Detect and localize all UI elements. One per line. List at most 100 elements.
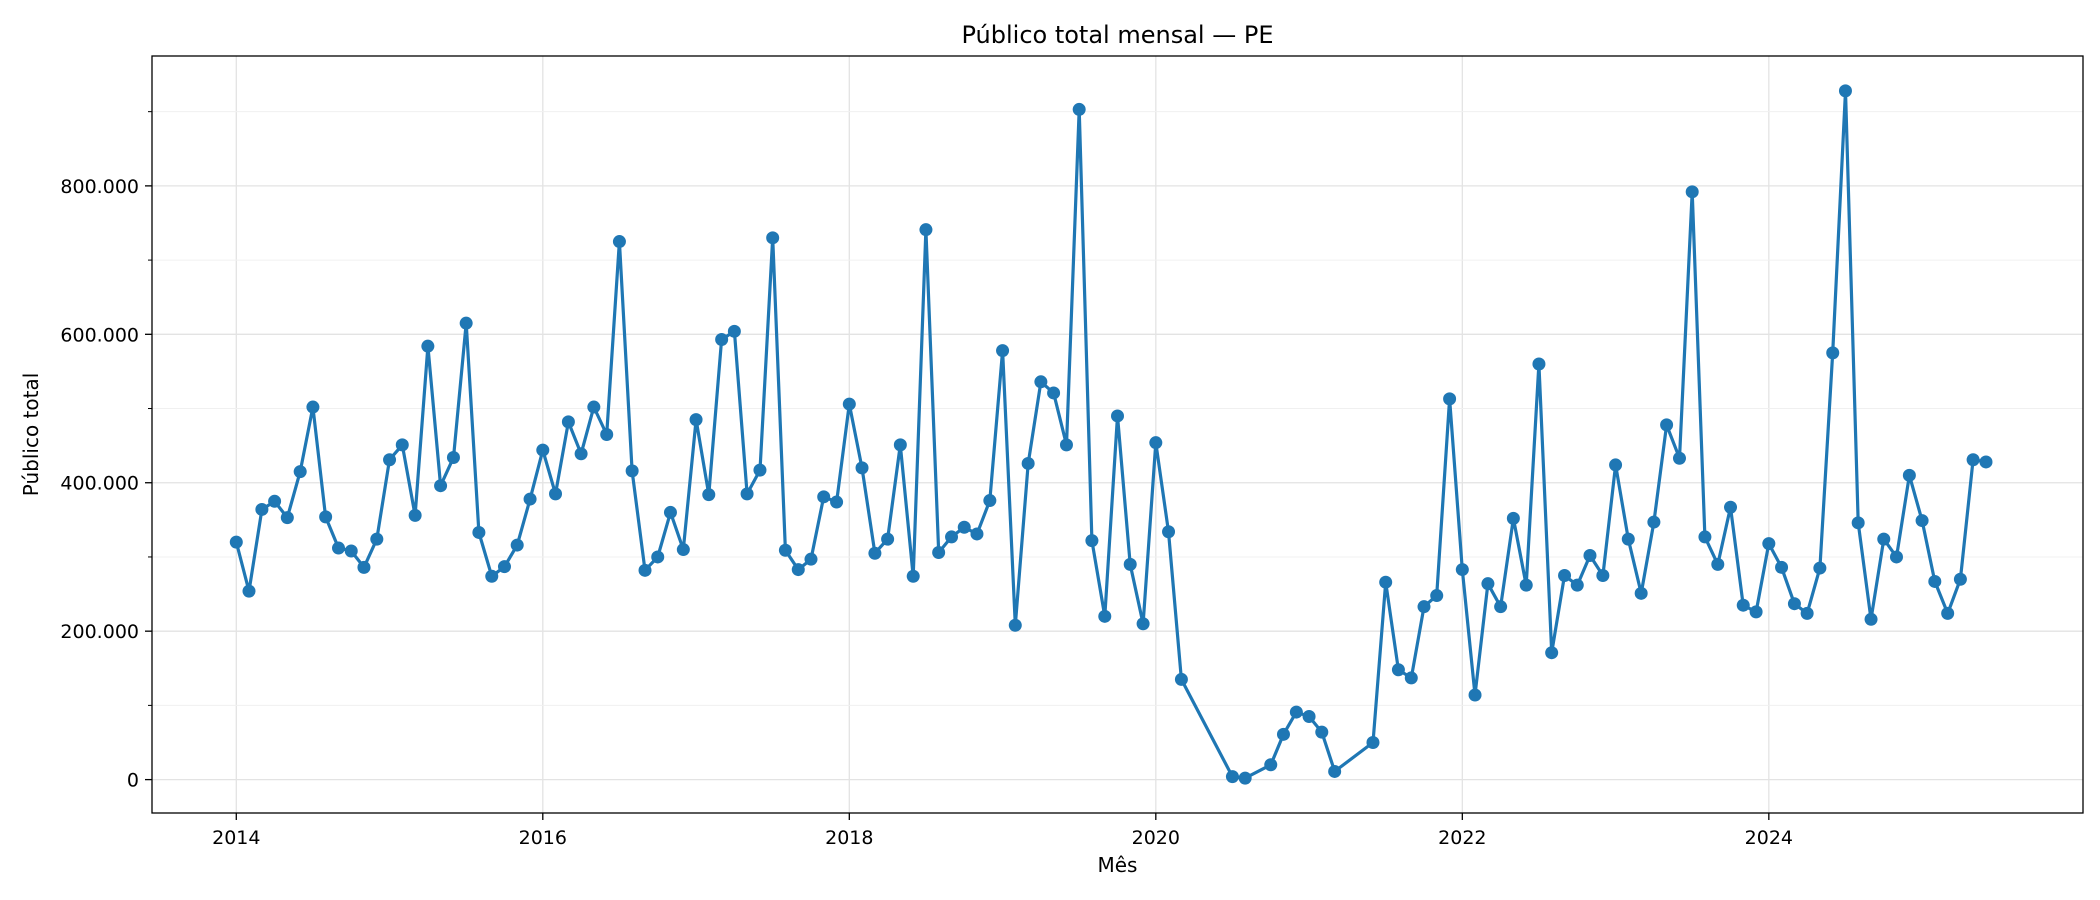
data-point	[932, 546, 946, 560]
data-point	[1111, 409, 1124, 423]
data-point	[1583, 548, 1597, 562]
data-point	[1826, 346, 1840, 360]
data-point	[1851, 516, 1865, 530]
data-point	[1059, 438, 1073, 452]
data-point	[1302, 710, 1316, 724]
data-point	[1047, 386, 1061, 400]
grid-lines	[152, 56, 2083, 813]
x-tick-label: 2018	[825, 827, 873, 849]
data-point	[1276, 727, 1290, 741]
data-point	[485, 569, 499, 583]
data-point	[817, 490, 831, 504]
data-point	[1136, 617, 1150, 631]
data-point	[804, 552, 818, 566]
y-tick-label: 0	[127, 770, 139, 792]
data-point	[549, 487, 563, 501]
data-point	[651, 550, 665, 564]
data-point	[868, 546, 882, 560]
data-point	[1902, 468, 1916, 482]
data-point	[1328, 764, 1342, 778]
data-point	[906, 569, 920, 583]
data-point	[970, 527, 984, 541]
data-point	[319, 510, 333, 524]
data-point	[1877, 532, 1891, 546]
data-point	[842, 397, 856, 411]
data-point	[1736, 598, 1750, 612]
x-tick-label: 2016	[519, 827, 567, 849]
data-point	[1889, 550, 1903, 564]
data-point	[1034, 375, 1048, 389]
data-point	[1838, 84, 1852, 98]
data-point	[1379, 575, 1393, 589]
plot-frame	[151, 55, 2084, 814]
data-point	[1162, 525, 1176, 539]
data-point	[1698, 530, 1712, 544]
data-point	[1775, 560, 1789, 574]
data-point	[1021, 456, 1035, 470]
data-point	[510, 538, 524, 552]
data-point	[1123, 557, 1137, 571]
axis-ticks: 2014 2016 2018 2020 2022 2024 0 200.000 400.000 6…	[60, 111, 1793, 849]
data-point	[1225, 770, 1239, 784]
data-point	[1455, 563, 1469, 577]
data-point	[268, 494, 282, 508]
data-point	[523, 492, 537, 506]
data-point	[332, 541, 346, 555]
data-point	[1545, 646, 1559, 660]
data-point	[766, 231, 780, 245]
data-point	[1174, 672, 1188, 686]
data-point	[996, 344, 1010, 358]
data-point	[727, 324, 741, 338]
data-point	[983, 494, 997, 508]
data-point	[587, 400, 601, 414]
data-point	[600, 428, 614, 441]
data-point	[1634, 586, 1648, 600]
data-point	[1864, 612, 1878, 626]
data-point	[663, 505, 677, 519]
data-point	[1366, 735, 1380, 749]
data-point	[1570, 578, 1584, 592]
data-point	[1481, 577, 1495, 591]
data-point	[1672, 451, 1686, 465]
data-point	[957, 520, 971, 534]
data-point	[881, 532, 895, 546]
data-point	[1647, 515, 1661, 529]
data-point	[383, 453, 397, 467]
data-point	[1264, 758, 1278, 772]
series-line	[234, 89, 1987, 780]
data-point	[1430, 589, 1444, 603]
x-tick-label: 2024	[1745, 827, 1793, 849]
y-tick-label: 600.000	[60, 324, 139, 346]
data-point	[1762, 537, 1776, 551]
data-point	[229, 535, 243, 549]
data-point	[574, 447, 588, 461]
data-point	[1749, 605, 1763, 619]
data-point	[446, 451, 460, 465]
data-point	[612, 235, 626, 249]
data-point	[1149, 436, 1163, 450]
data-point	[421, 339, 435, 353]
data-point	[408, 508, 422, 522]
data-point	[1928, 574, 1942, 588]
data-point	[293, 465, 307, 479]
data-point	[1404, 671, 1418, 685]
data-point	[242, 584, 256, 598]
data-point	[1443, 392, 1457, 406]
data-point	[1800, 606, 1814, 620]
x-axis-label: Mês	[1098, 853, 1138, 877]
data-point	[344, 544, 358, 558]
data-point	[536, 443, 550, 457]
data-point	[1915, 514, 1929, 528]
data-point	[1724, 500, 1738, 514]
data-point	[255, 502, 269, 516]
data-point	[561, 415, 575, 429]
data-point	[306, 400, 320, 414]
data-point	[1417, 600, 1431, 614]
data-point	[395, 438, 409, 452]
data-point	[497, 560, 511, 574]
data-point	[1787, 597, 1801, 611]
data-point	[370, 532, 384, 546]
data-point	[715, 333, 729, 347]
